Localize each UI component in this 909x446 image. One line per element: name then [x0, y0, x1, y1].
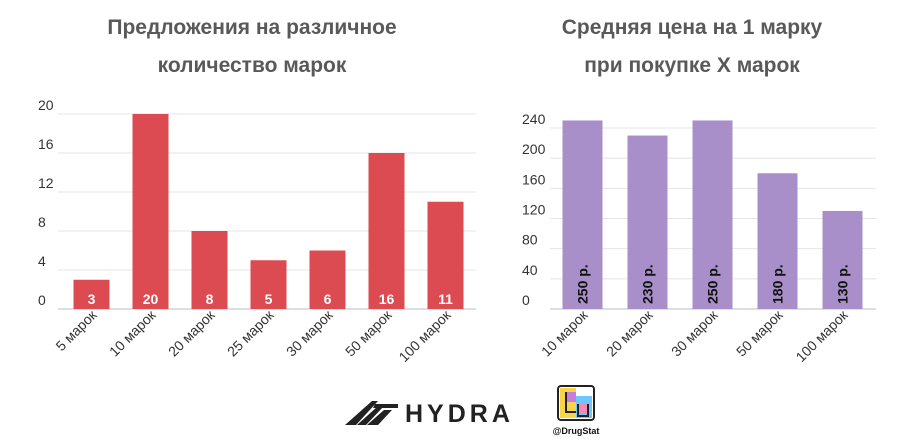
bar-value-label: 250 р.	[575, 264, 591, 304]
chart-title-line: количество марок	[158, 54, 347, 77]
bar	[562, 120, 603, 309]
chart-title-line: при покупке X марок	[584, 54, 800, 77]
y-tick-label: 8	[38, 214, 46, 230]
bar	[757, 173, 798, 309]
x-tick-label: 5 марок	[52, 306, 100, 354]
x-tick-label: 20 марок	[603, 306, 656, 359]
y-tick-label: 4	[38, 253, 46, 269]
drugstat-handle: @DrugStat	[553, 426, 600, 436]
y-tick-label: 0	[38, 292, 46, 308]
y-tick-label: 0	[522, 292, 530, 308]
drugstat-logo: @DrugStat	[553, 385, 600, 436]
bar	[73, 279, 110, 309]
bar-value-label: 8	[206, 291, 214, 307]
bar	[692, 120, 733, 309]
bar-value-label: 16	[379, 291, 395, 307]
hydra-wordmark: HYDRA	[405, 400, 514, 428]
drugstat-logo-icon	[557, 385, 595, 421]
chart-title-line: Предложения на различное	[107, 16, 396, 39]
chart-title-line: Средняя цена на 1 марку	[562, 16, 823, 39]
bar	[368, 153, 405, 309]
bar-value-label: 20	[143, 291, 159, 307]
x-tick-label: 30 марок	[283, 306, 336, 359]
x-tick-label: 50 марок	[733, 306, 786, 359]
y-tick-label: 12	[38, 175, 54, 191]
x-tick-label: 10 марок	[106, 306, 159, 359]
bar	[250, 260, 287, 309]
bar	[427, 201, 464, 309]
y-tick-label: 120	[522, 202, 546, 218]
bar-value-label: 230 р.	[640, 264, 656, 304]
x-tick-label: 25 марок	[224, 306, 277, 359]
x-tick-label: 100 марок	[395, 306, 454, 365]
x-tick-label: 50 марок	[342, 306, 395, 359]
bar-value-label: 11	[438, 291, 453, 307]
bar-value-label: 250 р.	[705, 264, 721, 304]
bar	[132, 114, 169, 309]
y-tick-label: 16	[38, 136, 54, 152]
y-tick-label: 20	[38, 97, 54, 113]
offers-chart: Предложения на различное количество марок…	[38, 16, 476, 365]
y-tick-label: 40	[522, 262, 538, 278]
bar	[309, 250, 346, 309]
y-tick-label: 200	[522, 141, 546, 157]
y-tick-label: 80	[522, 232, 538, 248]
bar-value-label: 6	[324, 291, 332, 307]
y-tick-label: 240	[522, 111, 546, 127]
bar	[627, 135, 668, 309]
x-tick-label: 30 марок	[668, 306, 721, 359]
x-tick-label: 20 марок	[165, 306, 218, 359]
bar-value-label: 5	[265, 291, 273, 307]
bar-value-label: 130 р.	[835, 264, 851, 304]
bar	[822, 210, 863, 309]
price-chart: Средняя цена на 1 марку при покупке X мар…	[522, 16, 876, 365]
bar-value-label: 180 р.	[770, 264, 786, 304]
hydra-logo: HYDRA	[345, 400, 514, 428]
x-tick-label: 10 марок	[538, 306, 591, 359]
y-tick-label: 160	[522, 171, 546, 187]
bar-value-label: 3	[88, 291, 96, 307]
x-tick-label: 100 марок	[792, 306, 851, 365]
bar	[191, 231, 228, 309]
hydra-logo-icon	[345, 401, 398, 425]
